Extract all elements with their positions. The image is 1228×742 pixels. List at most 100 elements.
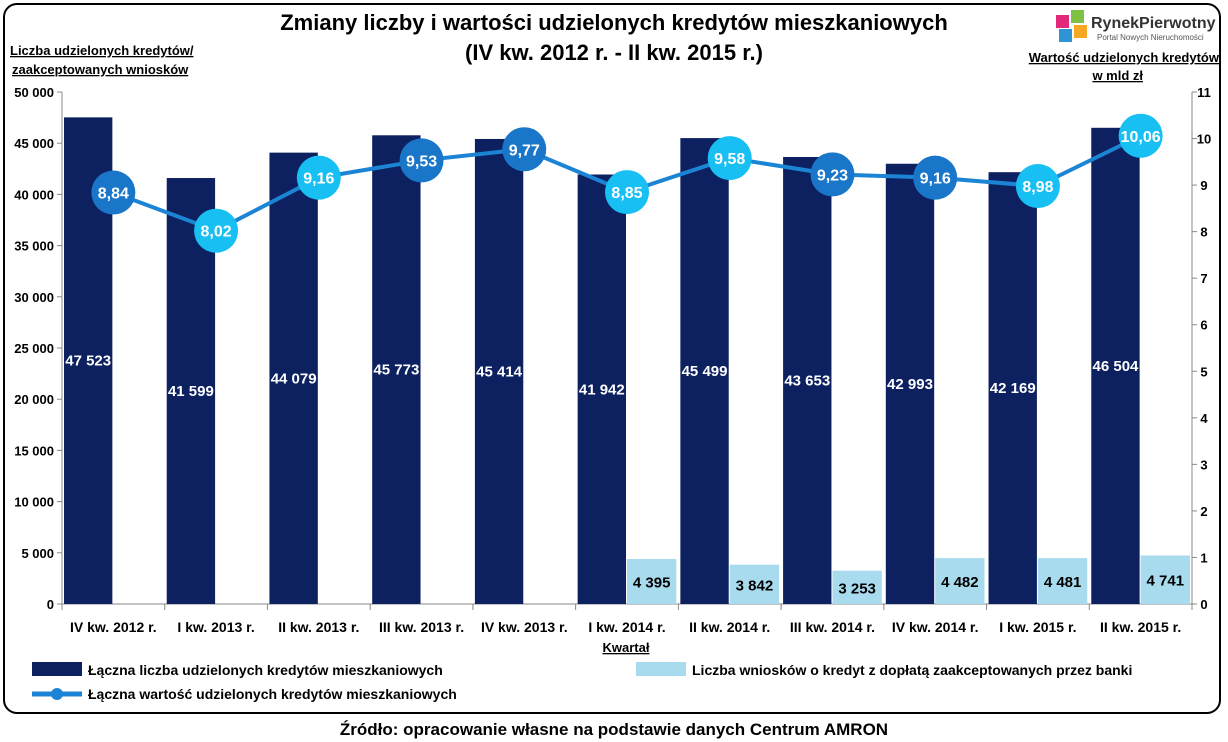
x-tick-label: I kw. 2013 r. [177, 619, 254, 635]
bar-label-subsidy-applications: 4 395 [633, 574, 671, 591]
y-left-tick-label: 5 000 [21, 546, 54, 561]
legend-item-total-value: Łączna wartość udzielonych kredytów mies… [32, 686, 457, 702]
point-label-total-value: 9,53 [406, 153, 437, 170]
bar-label-total-count: 45 773 [373, 362, 419, 379]
y-left-tick-label: 25 000 [14, 341, 54, 356]
point-total-value [1118, 113, 1163, 158]
bar-label-total-count: 41 942 [579, 381, 625, 398]
bar-label-total-count: 45 499 [682, 363, 728, 380]
y-right-tick-label: 4 [1200, 411, 1208, 426]
bar-label-subsidy-applications: 4 482 [941, 574, 979, 591]
legend-marker-total-value [51, 688, 63, 700]
point-label-total-value: 10,06 [1121, 129, 1161, 146]
bar-total-count [783, 156, 832, 604]
x-tick-label: I kw. 2014 r. [588, 619, 665, 635]
point-total-value [502, 127, 547, 172]
point-label-total-value: 8,84 [98, 186, 129, 203]
y-right-tick-label: 11 [1197, 85, 1211, 100]
y-right-tick-label: 6 [1200, 318, 1207, 333]
y-left-tick-label: 35 000 [14, 239, 54, 254]
y-right-tick-label: 5 [1200, 364, 1207, 379]
point-total-value [707, 136, 752, 181]
y-right-axis-title-line1: Wartość udzielonych kredytów [1029, 50, 1220, 65]
x-axis-title: Kwartał [603, 640, 650, 655]
x-tick-label: II kw. 2014 r. [689, 619, 770, 635]
legend-item-subsidy-applications: Liczba wniosków o kredyt z dopłatą zaakc… [636, 662, 1132, 678]
x-tick-label: II kw. 2015 r. [1100, 619, 1181, 635]
x-tick-label: IV kw. 2014 r. [892, 619, 979, 635]
y-right-tick-label: 2 [1200, 504, 1207, 519]
point-label-total-value: 8,98 [1022, 179, 1053, 196]
y-right-tick-label: 3 [1200, 457, 1207, 472]
legend-swatch-subsidy-applications [636, 662, 686, 676]
logo-square-orange [1074, 25, 1087, 38]
y-left-axis-title-line1: Liczba udzielonych kredytów/ [10, 43, 194, 58]
bar-label-total-count: 43 653 [784, 372, 830, 389]
bar-subsidy-applications [1140, 555, 1190, 604]
rynekpierwotny-logo: RynekPierwotny Portal Nowych Nieruchomoś… [1056, 10, 1216, 42]
point-label-total-value: 8,02 [201, 224, 232, 241]
point-total-value [810, 152, 855, 197]
y-right-tick-label: 7 [1200, 271, 1207, 286]
y-left-tick-label: 20 000 [14, 392, 54, 407]
y-right-axis-title-line2: w mld zł [1091, 68, 1143, 83]
x-tick-label: IV kw. 2013 r. [481, 619, 568, 635]
point-label-total-value: 9,77 [509, 142, 540, 159]
point-label-total-value: 9,16 [920, 171, 951, 188]
bar-total-count [372, 135, 421, 604]
bar-subsidy-applications [1037, 558, 1088, 604]
chart-title: Zmiany liczby i wartości udzielonych kre… [280, 10, 948, 35]
y-left-tick-label: 0 [47, 597, 54, 612]
point-total-value [913, 155, 958, 200]
logo-square-blue [1059, 29, 1072, 42]
source-note: Źródło: opracowanie własne na podstawie … [340, 720, 888, 739]
bar-label-subsidy-applications: 3 253 [838, 580, 876, 597]
bar-label-total-count: 46 504 [1093, 358, 1140, 375]
bar-label-total-count: 42 169 [990, 380, 1036, 397]
bar-label-subsidy-applications: 4 481 [1044, 574, 1082, 591]
x-tick-label: II kw. 2013 r. [278, 619, 359, 635]
y-right-tick-label: 9 [1200, 178, 1207, 193]
y-right-tick-label: 8 [1200, 225, 1207, 240]
x-tick-label: III kw. 2013 r. [379, 619, 464, 635]
y-left-tick-label: 10 000 [14, 495, 54, 510]
legend: Łączna liczba udzielonych kredytów miesz… [32, 662, 1132, 702]
bar-total-count [988, 172, 1037, 604]
point-label-total-value: 9,23 [817, 167, 848, 184]
bar-total-count [474, 138, 524, 605]
point-label-total-value: 9,16 [303, 171, 334, 188]
x-tick-label: I kw. 2015 r. [999, 619, 1076, 635]
bar-label-total-count: 44 079 [271, 370, 317, 387]
point-total-value [1015, 164, 1060, 209]
bar-subsidy-applications [627, 558, 677, 604]
point-total-value [399, 138, 444, 183]
bar-label-total-count: 41 599 [168, 383, 214, 400]
logo-tagline: Portal Nowych Nieruchomości [1097, 33, 1204, 42]
bar-label-subsidy-applications: 4 741 [1147, 573, 1185, 590]
logo-square-green [1071, 10, 1084, 23]
bar-total-count [1091, 127, 1140, 604]
y-left-tick-label: 50 000 [14, 85, 54, 100]
point-label-total-value: 8,85 [611, 185, 642, 202]
bar-subsidy-applications [832, 570, 882, 604]
bar-total-count [885, 163, 935, 604]
y-left-axis-title-line2: zaakceptowanych wniosków [12, 62, 189, 77]
bar-total-count [269, 152, 318, 604]
y-right-tick-label: 10 [1197, 132, 1211, 147]
point-total-value [605, 170, 649, 215]
legend-label-total-count: Łączna liczba udzielonych kredytów miesz… [88, 662, 443, 678]
point-total-value [194, 208, 239, 253]
legend-label-subsidy-applications: Liczba wniosków o kredyt z dopłatą zaakc… [692, 662, 1132, 678]
x-tick-label: III kw. 2014 r. [790, 619, 875, 635]
y-left-tick-label: 45 000 [14, 136, 54, 151]
bar-total-count [577, 174, 626, 604]
point-label-total-value: 9,58 [714, 151, 745, 168]
chart-subtitle: (IV kw. 2012 r. - II kw. 2015 r.) [465, 40, 763, 65]
point-total-value [296, 155, 341, 200]
y-left-tick-label: 40 000 [14, 187, 54, 202]
logo-square-pink [1056, 15, 1069, 28]
logo-name: RynekPierwotny [1091, 15, 1216, 32]
bar-label-total-count: 42 993 [887, 376, 933, 393]
bar-subsidy-applications [729, 564, 780, 604]
legend-swatch-total-count [32, 662, 82, 676]
